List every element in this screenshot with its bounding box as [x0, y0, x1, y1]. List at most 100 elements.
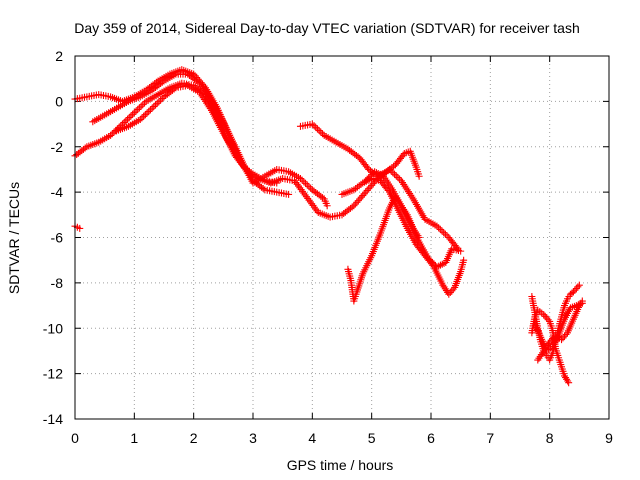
- y-tick-label: -10: [43, 320, 63, 336]
- data-point: [386, 165, 394, 173]
- axis-ticks: 0 1 2 3 4 5 6 7 8 9 2 0 -2 -4 -6 -8 -10 -12 -14: [43, 48, 613, 446]
- y-tick-label: 0: [55, 93, 63, 109]
- data-point: [294, 182, 302, 190]
- data-point: [436, 261, 444, 269]
- data-point: [369, 180, 377, 188]
- data-point: [319, 130, 327, 138]
- y-tick-label: -12: [43, 366, 63, 382]
- data-point: [390, 162, 398, 170]
- data-point: [315, 127, 323, 135]
- data-point: [392, 172, 400, 180]
- plot-frame: [74, 55, 610, 420]
- x-tick-label: 4: [308, 430, 316, 446]
- data-point: [572, 285, 580, 293]
- data-point: [301, 191, 309, 199]
- chart-title: Day 359 of 2014, Sidereal Day-to-day VTE…: [74, 20, 580, 36]
- data-point: [356, 195, 364, 203]
- y-tick-label: -14: [43, 411, 63, 427]
- y-tick-label: 2: [55, 48, 63, 64]
- data-point: [562, 330, 570, 338]
- data-point: [415, 172, 423, 180]
- data-point: [138, 114, 146, 122]
- data-point: [140, 112, 148, 120]
- data-point: [293, 180, 301, 188]
- data-point: [298, 176, 306, 184]
- data-point: [107, 131, 115, 139]
- data-point: [201, 86, 209, 94]
- data-point: [129, 110, 137, 118]
- data-point: [152, 101, 160, 109]
- data-point: [435, 262, 443, 270]
- data-point: [430, 260, 438, 268]
- data-point: [285, 190, 293, 198]
- data-point: [427, 257, 435, 265]
- data-point: [440, 229, 448, 237]
- x-tick-label: 9: [605, 430, 613, 446]
- data-point: [363, 175, 371, 183]
- data-point: [445, 290, 453, 298]
- data-point: [575, 281, 583, 289]
- x-tick-label: 8: [546, 430, 554, 446]
- data-point: [366, 172, 374, 180]
- data-point: [546, 338, 554, 346]
- data-point: [376, 170, 384, 178]
- data-point: [578, 299, 586, 307]
- data-point: [122, 117, 130, 125]
- data-point: [448, 287, 456, 295]
- data-point: [574, 283, 582, 291]
- data-point: [136, 116, 144, 124]
- data-point: [259, 185, 267, 193]
- data-point: [298, 187, 306, 195]
- y-axis-title: SDTVAR / TECUs: [6, 182, 22, 294]
- data-point: [372, 169, 380, 177]
- data-point: [426, 255, 434, 263]
- data-point: [368, 171, 376, 179]
- data-point: [357, 180, 365, 188]
- data-point: [305, 183, 313, 191]
- data-point: [388, 164, 396, 172]
- data-point: [564, 377, 572, 385]
- data-point: [355, 182, 363, 190]
- x-tick-label: 3: [249, 430, 257, 446]
- data-point: [366, 183, 374, 191]
- data-point: [363, 186, 371, 194]
- data-point: [365, 185, 373, 193]
- data-point: [543, 314, 551, 322]
- data-point: [371, 168, 379, 176]
- data-point: [204, 90, 212, 98]
- data-point: [350, 186, 358, 194]
- data-point: [561, 332, 568, 340]
- data-point: [81, 144, 89, 152]
- data-point: [565, 379, 573, 387]
- data-point: [350, 202, 358, 210]
- data-point: [317, 128, 325, 136]
- data-point: [460, 256, 468, 264]
- data-point: [424, 254, 432, 262]
- data-point: [302, 179, 310, 187]
- data-point: [306, 198, 314, 206]
- x-tick-label: 2: [190, 430, 198, 446]
- data-point: [360, 190, 368, 198]
- data-point: [303, 181, 311, 189]
- data-point: [571, 286, 579, 294]
- data-point: [435, 224, 443, 232]
- data-point: [141, 111, 149, 119]
- data-point: [300, 178, 308, 186]
- data-point: [124, 115, 132, 123]
- data-point: [457, 247, 465, 255]
- data-point: [308, 120, 316, 128]
- data-point: [155, 98, 163, 106]
- data-point: [352, 184, 360, 192]
- data-point: [157, 96, 165, 104]
- data-point: [146, 106, 154, 114]
- y-tick-label: -6: [51, 230, 64, 246]
- x-tick-label: 7: [486, 430, 494, 446]
- data-point: [150, 103, 158, 111]
- data-point: [384, 166, 392, 174]
- data-point: [307, 184, 315, 192]
- series-arc-5: [296, 120, 423, 180]
- data-point: [368, 181, 376, 189]
- data-point: [319, 194, 327, 202]
- data-point: [541, 312, 549, 320]
